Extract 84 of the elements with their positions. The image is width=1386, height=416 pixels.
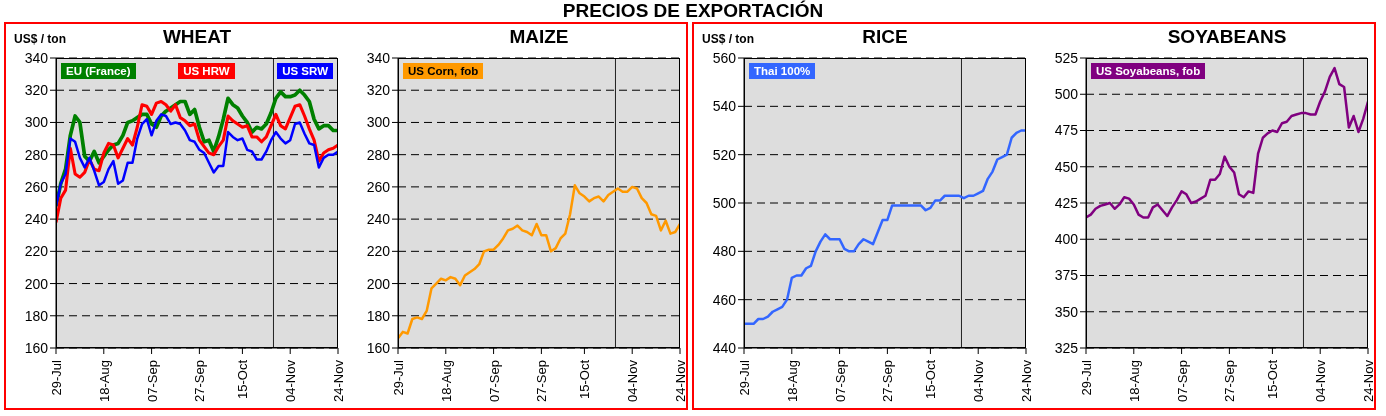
- x-tick-label: 07-Sep: [486, 360, 502, 402]
- x-tick-label: 27-Sep: [192, 360, 208, 402]
- x-tick-label: 04-Nov: [283, 359, 299, 402]
- x-tick-label: 29-Jul: [391, 359, 406, 396]
- y-tick-label: 300: [366, 114, 391, 131]
- x-tick-label: 15-Oct: [577, 359, 593, 400]
- y-tick-label: 260: [366, 178, 391, 195]
- x-tick-label: 18-Aug: [438, 360, 454, 402]
- x-tick-label: 04-Nov: [971, 359, 987, 402]
- text: US Soyabeans, fob: [1091, 63, 1206, 79]
- y-tick-label: 560: [712, 49, 737, 66]
- y-tick-label: 320: [24, 82, 49, 99]
- y-tick-label: 180: [24, 307, 49, 324]
- y-tick-label: 350: [1054, 303, 1079, 320]
- frame-outline: US$ / ton WHEAT 29-Jul 18-Aug 07-Sep 27-Sep 15-Oct 04-Nov 24-Nov 160 180 200 220 240 260 280 300 320 340 EU (France) US HRW US SRW MAIZE 29-Jul 18-Aug 07-Sep 27-Sep 15-Oct 04-Nov 24-Nov 160 180 200 220 240 260 280 300 320 340 US Corn, fob: [4, 22, 688, 410]
- y-tick-label: 425: [1054, 194, 1079, 211]
- y-tick-label: 180: [366, 307, 391, 324]
- x-tick-label: 24-Nov: [331, 359, 346, 402]
- x-tick-label: 27-Sep: [880, 360, 896, 402]
- x-tick-label: 24-Nov: [1361, 359, 1376, 402]
- y-tick-label: 220: [24, 243, 49, 260]
- text: US SRW: [277, 63, 333, 79]
- line-series: [56, 113, 338, 208]
- x-tick-label: 15-Oct: [1265, 359, 1281, 400]
- x-tick-label: 29-Jul: [737, 359, 752, 396]
- text: EU (France): [61, 63, 136, 79]
- y-tick-label: 280: [366, 146, 391, 163]
- x-tick-label: 15-Oct: [923, 359, 939, 400]
- line-series: [56, 99, 338, 224]
- y-tick-label: 480: [712, 243, 737, 260]
- y-tick-label: 240: [24, 211, 49, 228]
- y-tick-label: 460: [712, 291, 737, 308]
- y-tick-label: 525: [1054, 49, 1079, 66]
- y-tick-label: 200: [366, 275, 391, 292]
- y-tick-label: 520: [712, 146, 737, 163]
- line-series: [1086, 66, 1368, 219]
- text: PRECIOS DE EXPORTACIÓN: [562, 0, 824, 21]
- y-tick-label: 500: [1054, 86, 1079, 103]
- frame-outline: US$ / ton RICE 29-Jul 18-Aug 07-Sep 27-Sep 15-Oct 04-Nov 24-Nov 440 460 480 500 520 540 560 Thai 100% SOYABEANS 29-Jul 18-Aug 07-Sep 27-Sep 15-Oct 04-Nov 24-Nov 325 350 375 400 425 450 475 500 525 US Soyabeans, fob: [692, 22, 1376, 410]
- x-tick-label: 04-Nov: [625, 359, 641, 402]
- x-tick-label: 24-Nov: [1019, 359, 1034, 402]
- y-tick-label: 375: [1054, 267, 1079, 284]
- x-tick-label: 27-Sep: [534, 360, 550, 402]
- text: US HRW: [178, 63, 235, 79]
- x-tick-label: 07-Sep: [832, 360, 848, 402]
- y-tick-label: 400: [1054, 231, 1079, 248]
- y-tick-label: 220: [366, 243, 391, 260]
- x-tick-label: 29-Jul: [1079, 359, 1094, 396]
- chart-title: WHEAT: [162, 26, 232, 47]
- y-tick-label: 450: [1054, 158, 1079, 175]
- y-tick-label: 475: [1054, 122, 1079, 139]
- y-axis-title: US$ / ton: [14, 32, 67, 46]
- y-tick-label: 200: [24, 275, 49, 292]
- y-tick-label: 240: [366, 211, 391, 228]
- x-tick-label: 18-Aug: [96, 360, 112, 402]
- y-tick-label: 160: [366, 339, 391, 356]
- text: Thai 100%: [749, 63, 816, 79]
- x-tick-label: 15-Oct: [235, 359, 251, 400]
- text: US Corn, fob: [403, 63, 484, 79]
- line-series: [398, 184, 680, 340]
- x-tick-label: 27-Sep: [1222, 360, 1238, 402]
- chart-title: SOYABEANS: [1166, 26, 1288, 48]
- x-tick-label: 29-Jul: [49, 359, 64, 396]
- x-tick-label: 07-Sep: [1174, 360, 1190, 402]
- y-tick-label: 340: [366, 49, 391, 66]
- chart-title: MAIZE: [508, 26, 570, 48]
- x-tick-label: 24-Nov: [673, 359, 688, 402]
- line-series: [744, 129, 1026, 326]
- y-tick-label: 300: [24, 114, 49, 131]
- y-axis-title: US$ / ton: [702, 32, 755, 46]
- chart-title: RICE: [862, 26, 908, 47]
- y-tick-label: 325: [1054, 339, 1079, 356]
- x-tick-label: 04-Nov: [1313, 359, 1329, 402]
- y-tick-label: 260: [24, 178, 49, 195]
- y-tick-label: 500: [712, 194, 737, 211]
- y-tick-label: 540: [712, 98, 737, 115]
- x-tick-label: 18-Aug: [1126, 360, 1142, 402]
- y-tick-label: 340: [24, 49, 49, 66]
- y-tick-label: 280: [24, 146, 49, 163]
- y-tick-label: 160: [24, 339, 49, 356]
- y-tick-label: 440: [712, 339, 737, 356]
- x-tick-label: 18-Aug: [784, 360, 800, 402]
- x-tick-label: 07-Sep: [144, 360, 160, 402]
- y-tick-label: 320: [366, 82, 391, 99]
